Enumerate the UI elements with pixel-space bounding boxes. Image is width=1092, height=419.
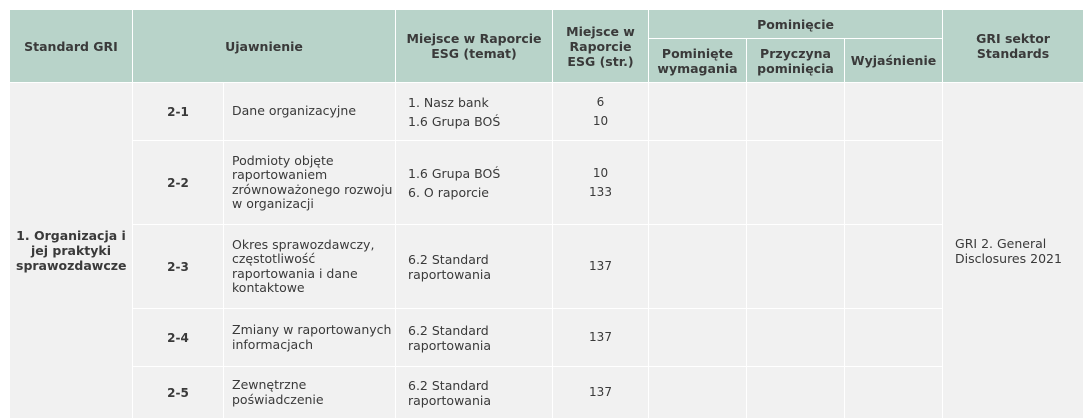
omission-reason-cell xyxy=(746,308,845,367)
report-topic: 6.2 Standard raportowania xyxy=(395,224,553,309)
report-topic: 1. Nasz bank xyxy=(408,94,489,110)
report-topic: 6.2 Standard raportowania xyxy=(395,366,553,419)
disclosure-description: Podmioty objęte raportowaniem zrównoważo… xyxy=(223,140,396,225)
disclosure-description: Zmiany w raportowanych informacjach xyxy=(223,308,396,367)
report-page: 133 xyxy=(589,184,612,199)
table-row: 2-4 Zmiany w raportowanych informacjach … xyxy=(10,308,1084,367)
report-page: 137 xyxy=(552,308,649,367)
header-gri-sektor: GRI sektor Standards xyxy=(942,9,1085,83)
report-topic-cell: 1. Nasz bank 1.6 Grupa BOŚ xyxy=(395,82,553,141)
explanation-cell xyxy=(843,140,944,225)
header-przyczyna-pominiecia: Przyczyna pominięcia xyxy=(746,38,845,83)
explanation-cell xyxy=(843,308,944,367)
report-page-cell: 10 133 xyxy=(552,140,649,225)
header-ujawnienie: Ujawnienie xyxy=(132,9,396,83)
disclosure-code: 2-2 xyxy=(132,140,224,225)
omission-reason-cell xyxy=(746,140,845,225)
table-row: 2-5 Zewnętrzne poświadczenie 6.2 Standar… xyxy=(10,366,1084,419)
report-page-cell: 6 10 xyxy=(552,82,649,141)
header-standard-gri: Standard GRI xyxy=(9,9,133,83)
disclosure-description: Okres sprawozdawczy, częstotliwość rapor… xyxy=(223,224,396,309)
report-page: 137 xyxy=(552,366,649,419)
header-wyjasnienie: Wyjaśnienie xyxy=(843,38,944,83)
omitted-requirements-cell xyxy=(648,140,747,225)
disclosure-code: 2-3 xyxy=(132,224,224,309)
omitted-requirements-cell xyxy=(648,224,747,309)
disclosure-code: 2-4 xyxy=(132,308,224,367)
disclosure-description: Zewnętrzne poświadczenie xyxy=(223,366,396,419)
table-row: 1. Organizacja i jej praktyki sprawozdaw… xyxy=(9,82,1085,419)
report-topic: 1.6 Grupa BOŚ xyxy=(408,113,501,129)
table-row: 2-2 Podmioty objęte raportowaniem zrówno… xyxy=(10,140,1084,225)
disclosure-description: Dane organizacyjne xyxy=(223,82,396,141)
report-topic: 6. O raporcie xyxy=(408,184,489,200)
omitted-requirements-cell xyxy=(648,308,747,367)
disclosure-code: 2-5 xyxy=(132,366,224,419)
explanation-cell xyxy=(843,224,944,309)
header-pominiete-wymagania: Pominięte wymagania xyxy=(648,38,747,83)
table-row: 2-3 Okres sprawozdawczy, częstotliwość r… xyxy=(10,224,1084,309)
disclosure-code: 2-1 xyxy=(132,82,224,141)
header-miejsce-temat: Miejsce w Raporcie ESG (temat) xyxy=(395,9,553,83)
gri-index-table: Standard GRI Ujawnienie Miejsce w Raporc… xyxy=(9,9,1085,419)
report-page: 6 xyxy=(596,94,605,109)
report-page: 137 xyxy=(552,224,649,309)
report-page: 10 xyxy=(592,165,609,180)
report-topic: 1.6 Grupa BOŚ xyxy=(408,165,501,181)
report-page: 10 xyxy=(592,113,609,128)
explanation-cell xyxy=(843,82,944,141)
gri-sector-cell: GRI 2. General Disclosures 2021 xyxy=(942,82,1085,419)
header-miejsce-str: Miejsce w Raporcie ESG (str.) xyxy=(552,9,649,83)
header-pominiecie: Pominięcie xyxy=(647,9,944,39)
report-topic-cell: 1.6 Grupa BOŚ 6. O raporcie xyxy=(395,140,553,225)
omission-reason-cell xyxy=(746,224,845,309)
omission-reason-cell xyxy=(746,366,845,419)
omission-reason-cell xyxy=(746,82,845,141)
omitted-requirements-cell xyxy=(648,366,747,419)
report-topic: 6.2 Standard raportowania xyxy=(395,308,553,367)
omitted-requirements-cell xyxy=(648,82,747,141)
standard-group-cell: 1. Organizacja i jej praktyki sprawozdaw… xyxy=(9,82,133,419)
explanation-cell xyxy=(843,366,944,419)
